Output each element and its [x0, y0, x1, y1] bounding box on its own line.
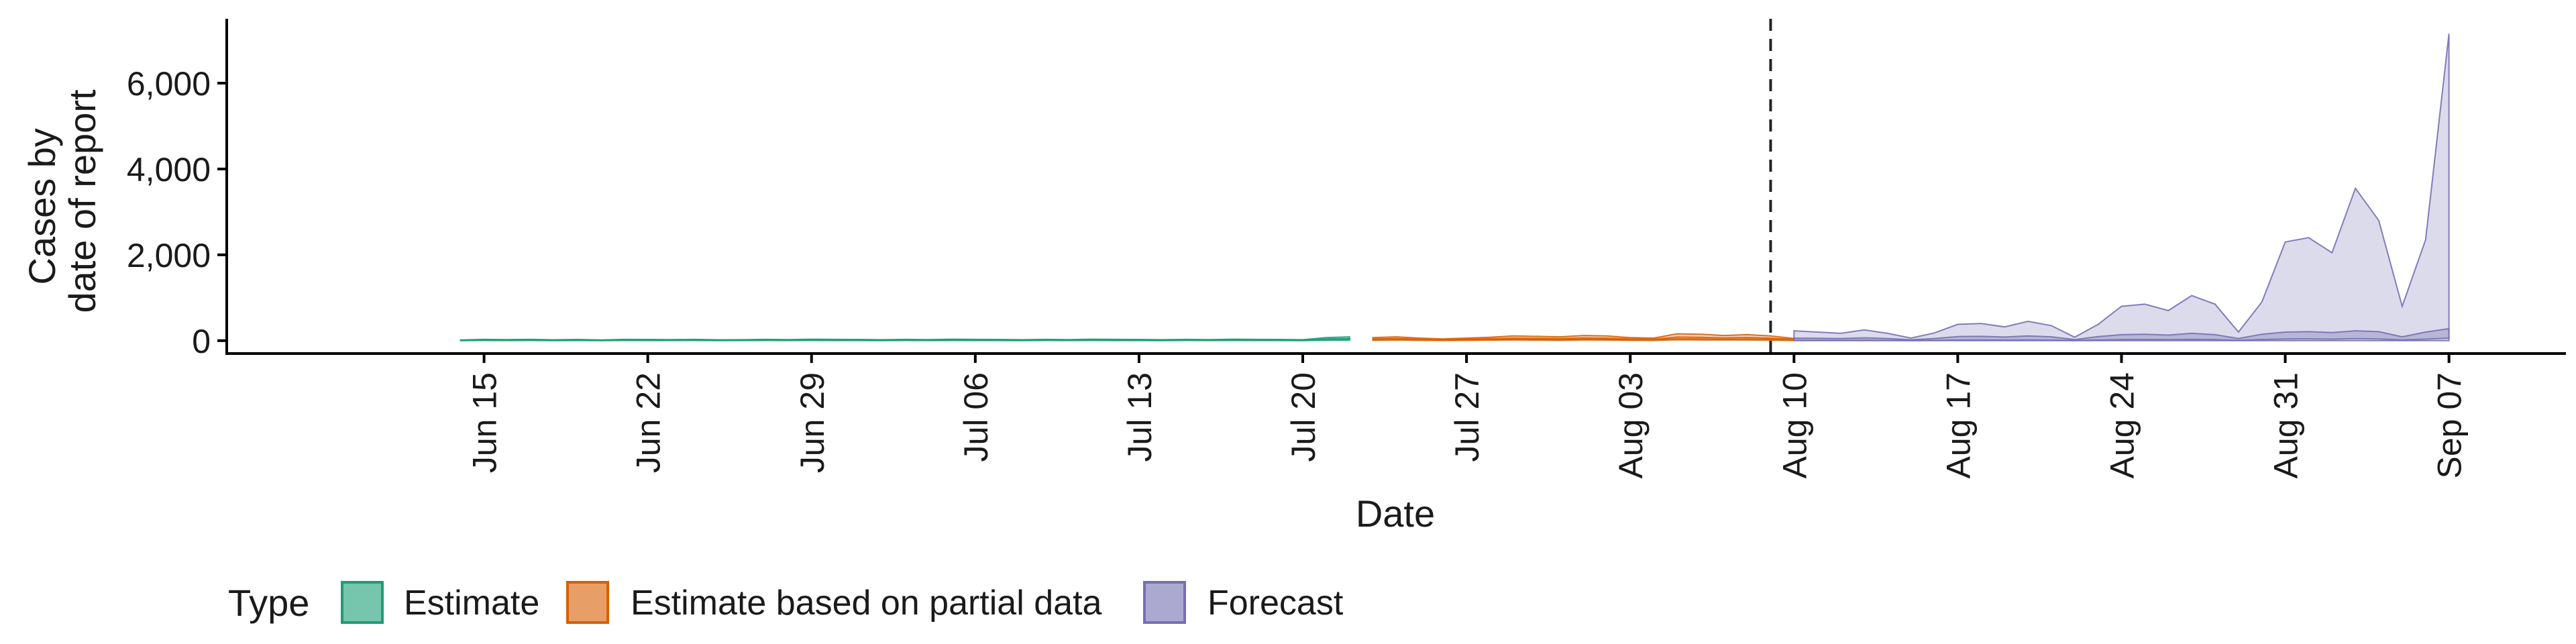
x-tick-label: Jul 06	[957, 372, 995, 462]
area-forecast-inner-band	[1793, 327, 2450, 341]
legend-title: Type	[228, 582, 309, 624]
y-axis-title: Cases by date of report	[21, 89, 103, 313]
y-tick-label: 4,000	[127, 151, 211, 189]
y-tick-label: 0	[192, 323, 211, 360]
y-tick-label: 6,000	[127, 65, 211, 103]
legend: Type Estimate Estimate based on partial …	[228, 581, 1344, 624]
x-tick-label: Jun 29	[794, 372, 831, 473]
chart-areas	[460, 34, 2450, 341]
legend-swatch-estimate	[341, 581, 384, 624]
x-tick-label: Jun 22	[630, 372, 667, 473]
area-estimate-inner-band	[460, 337, 1350, 341]
legend-swatch-forecast	[1143, 581, 1186, 624]
x-tick-label: Aug 31	[2267, 372, 2305, 478]
x-axis-title: Date	[1356, 492, 1435, 535]
x-tick-label: Jul 13	[1121, 372, 1159, 462]
area-forecast-outer-band	[1793, 34, 2450, 341]
x-tick-label: Aug 10	[1776, 372, 1813, 478]
y-axis-title-line-2: date of report	[61, 89, 103, 313]
legend-swatch-partial	[566, 581, 609, 624]
x-tick-label: Aug 03	[1612, 372, 1650, 478]
axes	[225, 19, 2566, 355]
x-tick-label: Jun 15	[466, 372, 504, 473]
legend-label-partial: Estimate based on partial data	[631, 584, 1102, 623]
x-tick-label: Aug 24	[2103, 372, 2141, 478]
x-tick-label: Jul 27	[1448, 372, 1486, 462]
y-axis-title-line-1: Cases by	[21, 128, 63, 284]
y-tick-label: 2,000	[127, 237, 211, 274]
y-ticks: 0 2,000 4,000 6,000	[127, 65, 227, 360]
legend-label-estimate: Estimate	[404, 584, 539, 623]
x-tick-label: Sep 07	[2431, 372, 2469, 478]
legend-label-forecast: Forecast	[1208, 584, 1344, 623]
x-tick-label: Jul 20	[1285, 372, 1322, 462]
x-tick-label: Aug 17	[1939, 372, 1977, 478]
x-ticks: Jun 15 Jun 22 Jun 29 Jul 06 Jul 13 Jul 20 Jul …	[466, 354, 2469, 478]
